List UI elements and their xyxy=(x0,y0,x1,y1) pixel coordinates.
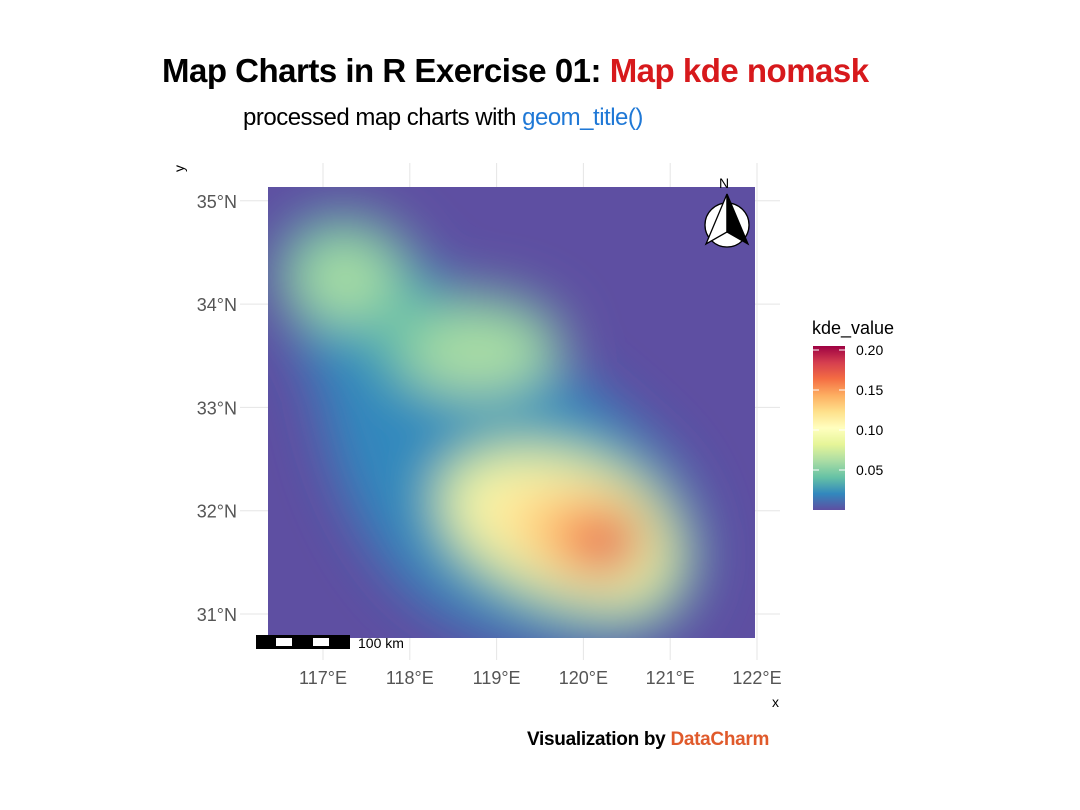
x-axis-label: x xyxy=(772,694,779,710)
y-tick-label: 31°N xyxy=(197,605,237,625)
y-tick-label: 32°N xyxy=(197,502,237,522)
scale-bar-label: 100 km xyxy=(358,635,404,651)
legend-title: kde_value xyxy=(812,318,894,339)
legend-tick-label: 0.10 xyxy=(856,422,883,438)
title-accent: Map kde nomask xyxy=(609,52,869,89)
density-layer xyxy=(608,540,632,560)
legend-tick-label: 0.15 xyxy=(856,382,883,398)
subtitle-main: processed map charts with xyxy=(243,104,516,131)
caption-brand: DataCharm xyxy=(670,729,770,750)
legend-ticks: 0.20 0.15 0.10 0.05 xyxy=(813,342,883,478)
x-tick-label: 118°E xyxy=(386,668,434,688)
x-tick-label: 119°E xyxy=(473,668,521,688)
density-layers xyxy=(275,215,703,638)
subtitle-code: geom_title() xyxy=(522,104,643,131)
legend-tick-label: 0.05 xyxy=(856,462,883,478)
chart-title: Map Charts in R Exercise 01: Map kde nom… xyxy=(162,52,869,90)
x-tick-label: 117°E xyxy=(299,668,347,688)
legend-colorbar xyxy=(813,346,845,510)
caption-prefix: Visualization by xyxy=(527,729,666,750)
caption: Visualization by DataCharm xyxy=(527,729,769,751)
x-tick-label: 121°E xyxy=(646,668,695,688)
legend: kde_value 0.20 0.15 0.10 0.05 xyxy=(812,318,894,510)
y-tick-label: 35°N xyxy=(197,192,237,212)
legend-tick-label: 0.20 xyxy=(856,342,883,358)
y-tick-label: 34°N xyxy=(197,295,237,315)
density-layer xyxy=(410,315,550,395)
x-tick-label: 122°E xyxy=(732,668,781,688)
title-main: Map Charts in R Exercise 01: xyxy=(162,52,602,89)
density-layer xyxy=(300,242,390,318)
north-arrow-icon: N xyxy=(704,175,750,248)
y-tick-labels: 31°N 32°N 33°N 34°N 35°N xyxy=(197,192,237,625)
y-axis-label: y xyxy=(171,165,187,172)
scale-bar: 100 km xyxy=(256,635,404,651)
kde-raster xyxy=(268,187,755,638)
north-arrow-label: N xyxy=(719,175,729,191)
x-tick-labels: 117°E 118°E 119°E 120°E 121°E 122°E xyxy=(299,668,782,688)
chart-subtitle: processed map charts with geom_title() xyxy=(243,104,643,132)
x-tick-label: 120°E xyxy=(559,668,608,688)
y-tick-label: 33°N xyxy=(197,398,237,418)
